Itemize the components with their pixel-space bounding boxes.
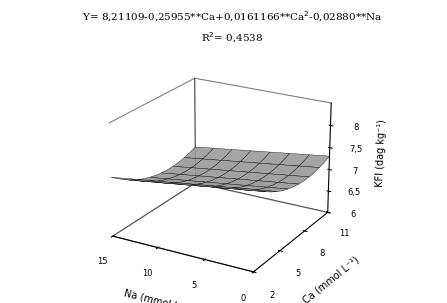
Text: R$^2$= 0,4538: R$^2$= 0,4538 bbox=[201, 30, 264, 45]
Y-axis label: Ca (mmol L⁻¹): Ca (mmol L⁻¹) bbox=[301, 254, 361, 303]
X-axis label: Na (mmol L⁻¹): Na (mmol L⁻¹) bbox=[123, 288, 193, 303]
Text: Y= 8,21109-0,25955**Ca+0,0161166**Ca$^2$-0,02880**Na: Y= 8,21109-0,25955**Ca+0,0161166**Ca$^2$… bbox=[82, 9, 383, 24]
